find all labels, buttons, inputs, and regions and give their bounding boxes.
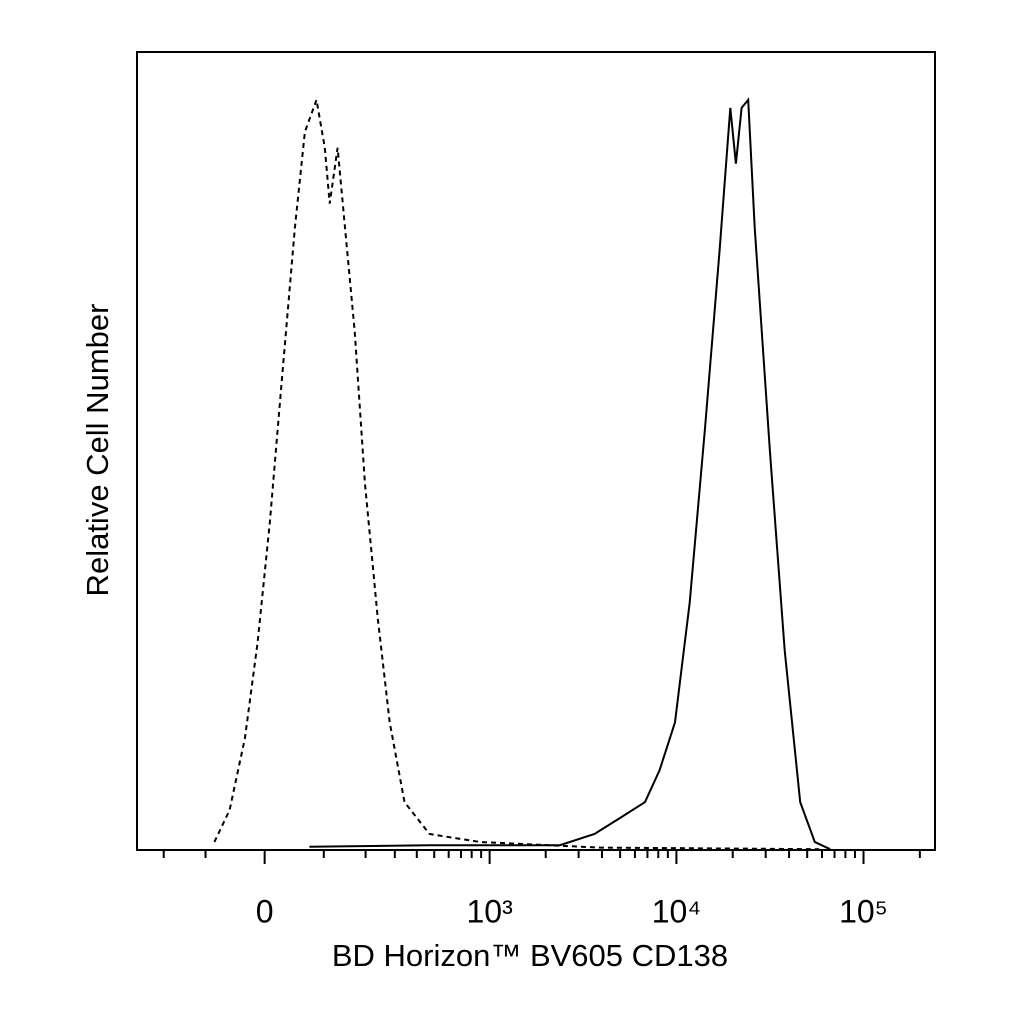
histogram-line [309, 97, 831, 851]
y-axis-label: Relative Cell Number [80, 304, 115, 597]
x-tick-label: 0 [256, 893, 274, 929]
x-tick-label: 10³ [467, 893, 514, 929]
x-tick-label: 10⁵ [839, 893, 888, 929]
x-tick-label: 10⁴ [652, 893, 701, 929]
plot-frame [136, 51, 936, 851]
histogram-line [213, 96, 820, 851]
x-axis-label: BD Horizon™ BV605 CD138 [332, 938, 728, 973]
